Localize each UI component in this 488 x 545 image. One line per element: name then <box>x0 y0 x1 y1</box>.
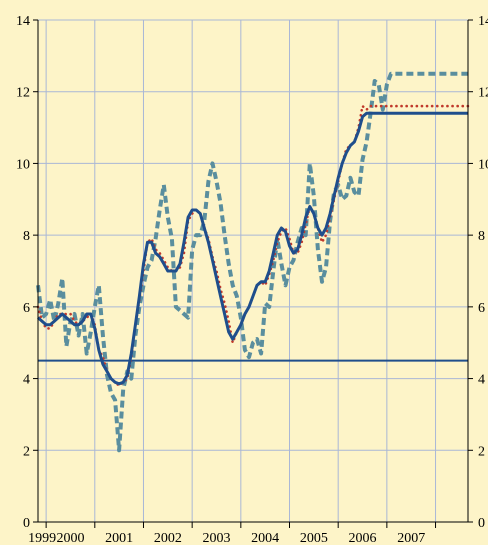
y-tick-label-right: 2 <box>478 444 485 459</box>
y-tick-label-right: 12 <box>478 86 488 101</box>
axes <box>33 19 473 528</box>
series-line-1 <box>36 71 468 453</box>
y-tick-label-left: 4 <box>23 373 30 388</box>
y-tick-label-left: 12 <box>16 86 30 101</box>
y-tick-label-left: 2 <box>23 444 30 459</box>
x-tick-label: 2004 <box>251 531 279 545</box>
series-line-3 <box>37 111 468 386</box>
x-tick-label: 2003 <box>202 531 230 545</box>
y-tick-label-left: 10 <box>16 157 30 172</box>
plot-area <box>38 20 468 522</box>
x-tick-label: 2006 <box>349 531 377 545</box>
series-group <box>36 71 470 453</box>
x-tick-label: 2000 <box>56 531 84 545</box>
y-tick-label-left: 0 <box>23 516 30 531</box>
x-tick-label: 2005 <box>300 531 328 545</box>
y-tick-label-right: 6 <box>478 301 485 316</box>
y-tick-label-right: 8 <box>478 229 485 244</box>
y-tick-label-right: 0 <box>478 516 485 531</box>
y-tick-label-right: 4 <box>478 373 485 388</box>
y-tick-label-left: 6 <box>23 301 30 316</box>
x-tick-label: 2002 <box>154 531 182 545</box>
y-tick-label-right: 14 <box>478 14 488 29</box>
x-tick-label: 2001 <box>105 531 133 545</box>
x-tick-label: 1999 <box>28 531 56 545</box>
y-tick-label-left: 8 <box>23 229 30 244</box>
x-tick-label: 2007 <box>397 531 425 545</box>
y-tick-label-left: 14 <box>16 14 30 29</box>
y-tick-label-right: 10 <box>478 157 488 172</box>
